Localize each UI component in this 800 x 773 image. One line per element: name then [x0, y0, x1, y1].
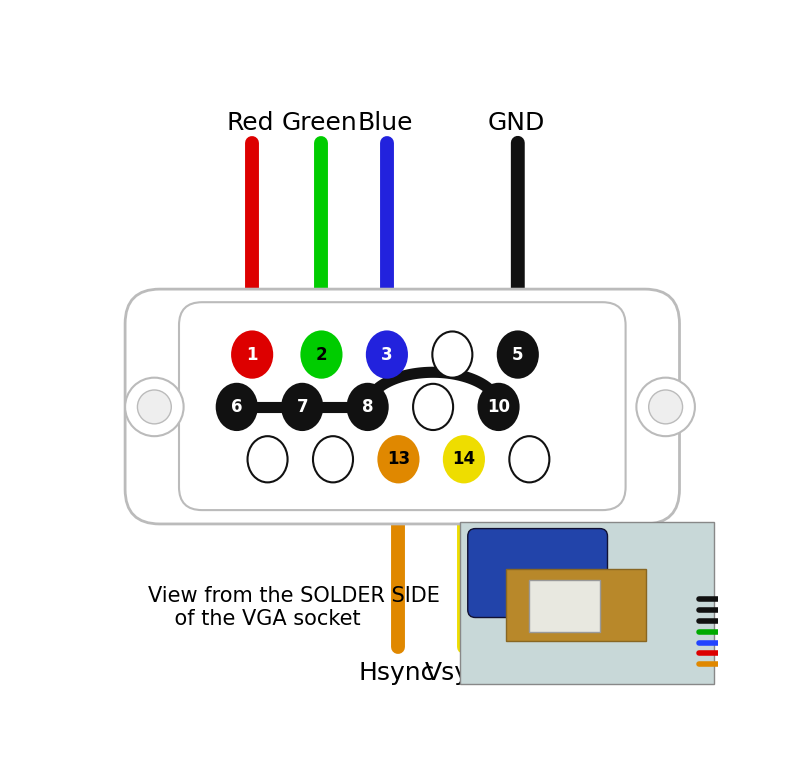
Ellipse shape — [302, 332, 342, 378]
Ellipse shape — [282, 384, 322, 430]
Ellipse shape — [636, 378, 695, 436]
Text: Blue: Blue — [358, 111, 413, 135]
Ellipse shape — [378, 436, 418, 482]
FancyBboxPatch shape — [460, 523, 714, 684]
Ellipse shape — [432, 332, 472, 378]
Ellipse shape — [444, 436, 484, 482]
FancyBboxPatch shape — [468, 529, 607, 618]
Text: 8: 8 — [362, 398, 374, 416]
Text: 7: 7 — [296, 398, 308, 416]
Text: View from the SOLDER SIDE
    of the VGA socket: View from the SOLDER SIDE of the VGA soc… — [148, 586, 440, 628]
FancyBboxPatch shape — [530, 581, 601, 632]
FancyBboxPatch shape — [125, 289, 679, 524]
Text: Hsync: Hsync — [358, 661, 435, 685]
Ellipse shape — [125, 378, 184, 436]
Text: 2: 2 — [316, 346, 327, 363]
Text: 6: 6 — [231, 398, 242, 416]
Text: 1: 1 — [246, 346, 258, 363]
Text: 5: 5 — [512, 346, 523, 363]
Ellipse shape — [413, 384, 453, 430]
Ellipse shape — [232, 332, 272, 378]
Circle shape — [138, 390, 171, 424]
Text: GND: GND — [487, 111, 545, 135]
FancyBboxPatch shape — [179, 302, 626, 510]
Ellipse shape — [478, 384, 518, 430]
Ellipse shape — [247, 436, 287, 482]
Circle shape — [649, 390, 682, 424]
Text: Green: Green — [282, 111, 358, 135]
Ellipse shape — [313, 436, 353, 482]
Text: Red: Red — [227, 111, 274, 135]
Text: 10: 10 — [487, 398, 510, 416]
Text: 3: 3 — [381, 346, 393, 363]
Text: 13: 13 — [387, 451, 410, 468]
Text: 14: 14 — [452, 451, 475, 468]
Ellipse shape — [217, 384, 257, 430]
FancyBboxPatch shape — [506, 569, 646, 642]
Text: Vsync: Vsync — [425, 661, 500, 685]
Ellipse shape — [498, 332, 538, 378]
Ellipse shape — [348, 384, 388, 430]
Ellipse shape — [510, 436, 550, 482]
Ellipse shape — [367, 332, 407, 378]
